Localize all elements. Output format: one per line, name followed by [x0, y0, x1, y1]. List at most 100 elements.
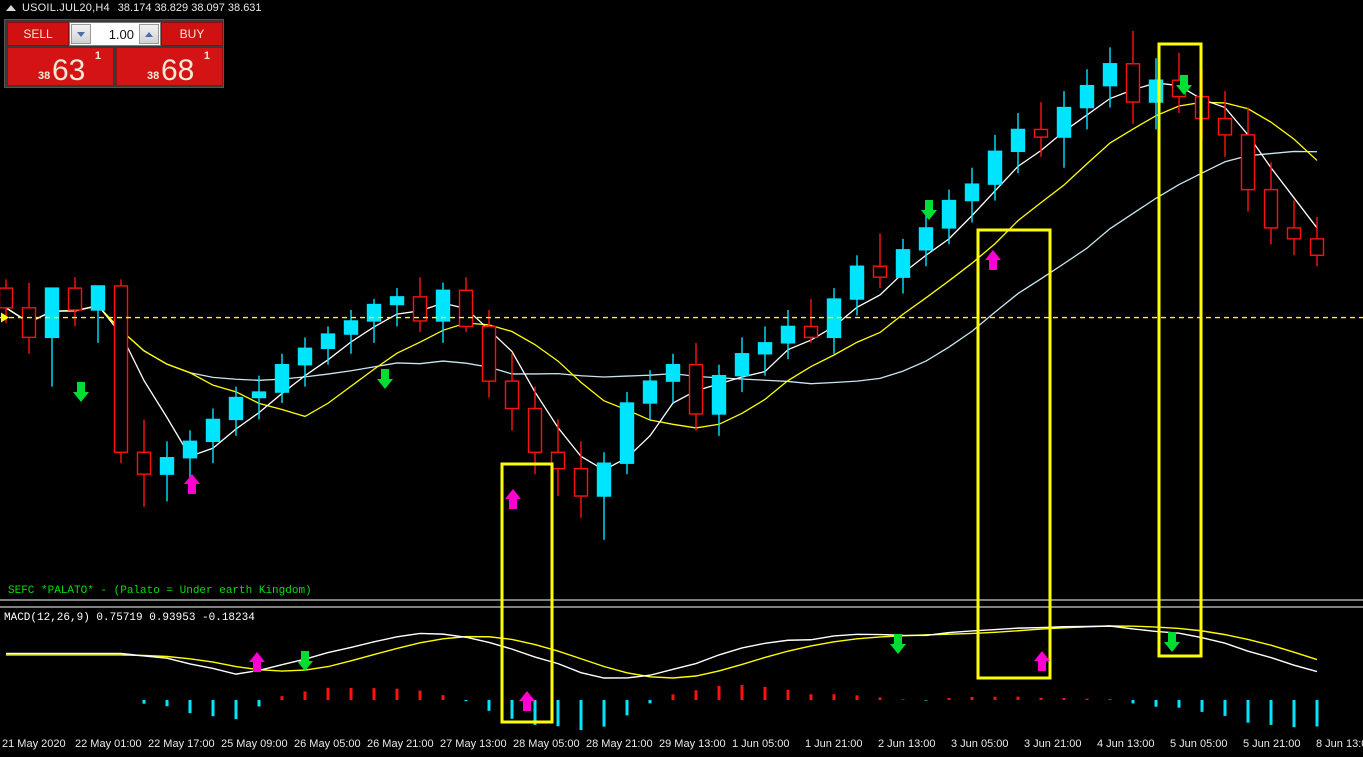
candle-body	[435, 289, 451, 322]
caret-up-icon	[145, 31, 153, 37]
candle-body	[44, 287, 60, 339]
buy-price-button[interactable]: 38 68 1	[116, 47, 223, 87]
candle-body	[90, 285, 106, 311]
sell-signal-arrow	[1176, 75, 1192, 95]
arrow-up-glyph	[505, 489, 521, 509]
window-titlebar: USOIL.JUL20,H4 38.174 38.829 38.097 38.6…	[0, 0, 1363, 17]
candle-body	[21, 307, 37, 339]
candle-body	[642, 380, 658, 404]
candle-body	[688, 364, 704, 415]
candle-body	[504, 380, 520, 410]
time-axis-label: 3 Jun 05:00	[951, 738, 1009, 750]
time-axis-label: 8 Jun 13:00	[1316, 738, 1363, 750]
candle-body	[527, 407, 543, 453]
candle-body	[320, 333, 336, 350]
moving-average-slow	[5, 150, 1318, 385]
time-axis-label: 26 May 05:00	[294, 738, 361, 750]
candle-body	[228, 396, 244, 421]
time-axis-label: 1 Jun 21:00	[805, 738, 863, 750]
arrow-up-glyph	[249, 652, 265, 672]
highlight-rectangle[interactable]	[500, 462, 554, 724]
caret-down-icon	[77, 31, 85, 37]
arrow-down-glyph	[377, 369, 393, 389]
time-axis-label: 25 May 09:00	[221, 738, 288, 750]
arrow-down-glyph	[1164, 632, 1180, 652]
price-chart-canvas[interactable]	[0, 16, 1363, 735]
candle-body	[251, 391, 267, 399]
highlight-rectangle[interactable]	[976, 228, 1052, 680]
price-level-marker	[1, 312, 9, 323]
time-axis-label: 4 Jun 13:00	[1097, 738, 1155, 750]
candle-body	[205, 418, 221, 443]
buy-price-pipette: 1	[203, 50, 210, 62]
moving-average-fast	[5, 82, 1318, 471]
time-axis-label: 26 May 21:00	[367, 738, 434, 750]
candle-body	[67, 287, 83, 311]
volume-stepper[interactable]: 1.00	[69, 22, 161, 46]
current-price-line	[0, 312, 1363, 323]
chart-ohlc-values: 38.174 38.829 38.097 38.631	[117, 2, 262, 14]
candle-body	[0, 287, 14, 309]
sell-signal-arrow	[921, 200, 937, 220]
candle-body	[182, 440, 198, 459]
candle-body	[1010, 128, 1026, 153]
candle-body	[297, 347, 313, 366]
candle-body	[780, 325, 796, 344]
candle-body	[619, 402, 635, 464]
time-axis-label: 29 May 13:00	[659, 738, 726, 750]
highlight-rectangle[interactable]	[1157, 42, 1203, 658]
candle-body	[458, 289, 474, 328]
chart-up-icon	[6, 5, 16, 11]
time-axis-label: 22 May 01:00	[75, 738, 142, 750]
arrow-down-glyph	[1176, 75, 1192, 95]
arrow-up-glyph	[184, 474, 200, 494]
candle-body	[757, 342, 773, 355]
candle-body	[1217, 117, 1233, 136]
sell-signal-arrow	[377, 369, 393, 389]
macd-indicator-label: MACD(12,26,9) 0.75719 0.93953 -0.18234	[4, 612, 255, 624]
sell-signal-arrow	[73, 382, 89, 402]
arrow-down-glyph	[73, 382, 89, 402]
time-axis-label: 5 Jun 21:00	[1243, 738, 1301, 750]
price-quote-row: 38 63 1 38 68 1	[7, 47, 223, 87]
volume-decrement-button[interactable]	[71, 24, 91, 44]
arrow-down-glyph	[890, 634, 906, 654]
candle-body	[872, 265, 888, 278]
moving-average-mid	[5, 101, 1318, 429]
signal-arrows	[73, 75, 1192, 711]
volume-increment-button[interactable]	[139, 24, 159, 44]
sell-button-label[interactable]: SELL	[7, 22, 69, 46]
buy-button-label[interactable]: BUY	[161, 22, 223, 46]
candle-body	[113, 285, 129, 453]
arrow-up-glyph	[985, 250, 1001, 270]
candle-body	[941, 199, 957, 229]
arrow-down-glyph	[297, 651, 313, 671]
macd-sell-signal-arrow	[1164, 632, 1180, 652]
buy-signal-arrow	[505, 489, 521, 509]
macd-buy-signal-arrow	[519, 691, 535, 711]
volume-value[interactable]: 1.00	[108, 26, 134, 42]
sell-price-major: 63	[52, 54, 86, 87]
macd-sell-signal-arrow	[890, 634, 906, 654]
chart-background	[0, 16, 1363, 735]
time-axis-label: 28 May 21:00	[586, 738, 653, 750]
time-axis-label: 1 Jun 05:00	[732, 738, 790, 750]
candle-body	[711, 374, 727, 415]
one-click-trading-panel[interactable]: SELL 1.00 BUY 38 63 1 38 68 1	[4, 19, 224, 88]
candle-body	[1286, 227, 1302, 240]
candle-body	[1033, 128, 1049, 138]
arrow-up-glyph	[519, 691, 535, 711]
candle-body	[481, 325, 497, 382]
sell-price-button[interactable]: 38 63 1	[7, 47, 114, 87]
time-axis[interactable]: 21 May 2020 22 May 01:00 22 May 17:00 25 Ma…	[0, 735, 1363, 757]
candle-body	[1263, 188, 1279, 229]
highlight-rectangles[interactable]	[500, 42, 1203, 724]
candle-body	[1309, 238, 1325, 256]
sell-price-integer: 38	[38, 70, 51, 82]
candle-body	[1102, 63, 1118, 87]
candle-body	[803, 325, 819, 339]
candle-body	[1056, 106, 1072, 138]
macd-sell-signal-arrow	[297, 651, 313, 671]
candle-body	[1079, 84, 1095, 109]
macd-buy-signal-arrow	[249, 652, 265, 672]
